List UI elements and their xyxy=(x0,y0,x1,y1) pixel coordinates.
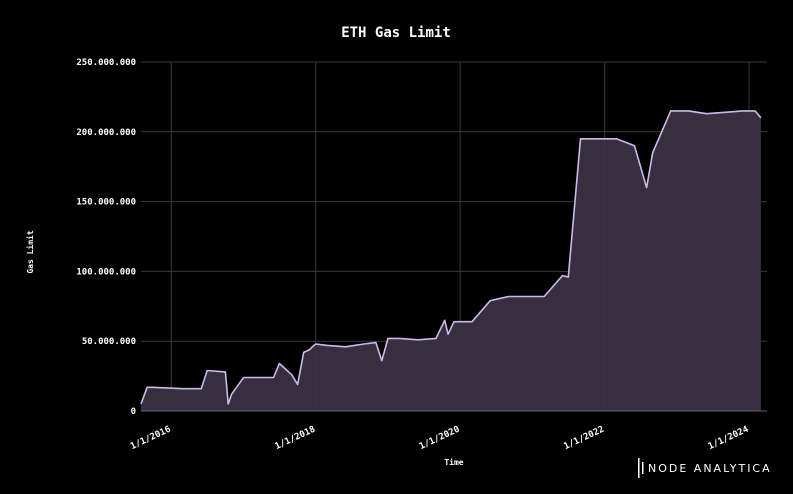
y-tick-label: 50.000.000 xyxy=(82,337,136,347)
y-tick-label: 250.000.000 xyxy=(76,58,136,68)
series-line xyxy=(140,110,762,405)
x-axis-label: Time xyxy=(444,457,463,467)
series-area xyxy=(141,110,761,412)
x-tick-label: 1/1/2024 xyxy=(707,424,751,452)
y-tick-label: 0 xyxy=(131,407,136,417)
area-layer xyxy=(140,110,762,412)
y-tick-label: 150.000.000 xyxy=(76,198,136,208)
x-tick-label: 1/1/2020 xyxy=(418,425,462,452)
y-tick-label: 200.000.000 xyxy=(76,128,136,138)
brand-logo: NODE ANALYTICA xyxy=(638,458,772,478)
x-tick-label: 1/1/2022 xyxy=(562,425,606,452)
x-tick-label: 1/1/2016 xyxy=(129,425,173,452)
y-axis-label: Gas Limit xyxy=(25,230,35,274)
brand-mark-icon xyxy=(638,458,640,478)
brand-name: NODE ANALYTICA xyxy=(648,462,772,475)
y-tick-label: 100.000.000 xyxy=(76,267,136,277)
x-tick-label: 1/1/2018 xyxy=(274,425,318,452)
chart-title: ETH Gas Limit xyxy=(341,25,451,41)
